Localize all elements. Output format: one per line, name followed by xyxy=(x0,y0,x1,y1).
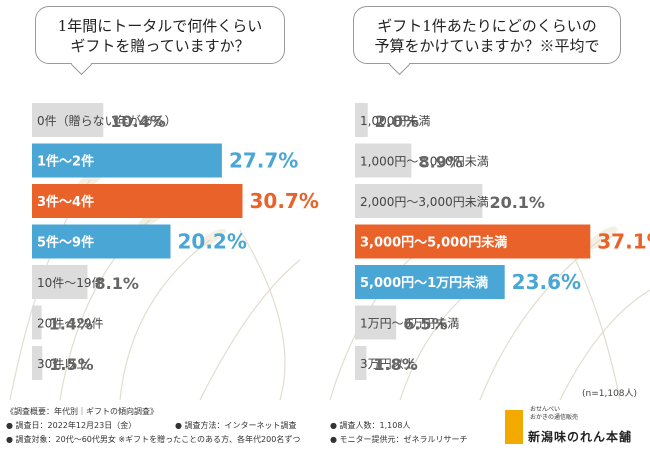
value-label: 10.4% xyxy=(110,112,166,131)
right-chart-panel: ギフト1件あたりにどのくらいの 予算をかけていますか？※平均で 1,000円未満… xyxy=(325,0,650,400)
bar xyxy=(355,305,397,340)
bar xyxy=(32,265,88,299)
category-label: 30件以上 xyxy=(37,357,88,371)
left-chart-panel: 1年間にトータルで何件くらい ギフトを贈っていますか？ 0件（贈らない年がある）… xyxy=(0,0,325,400)
category-label: 2,000円〜3,000円未満 xyxy=(360,195,489,209)
survey-count: ● 調査人数：1,108人 xyxy=(330,421,411,430)
survey-target: ● 調査対象：20代〜60代男女 ※ギフトを贈ったことのある方、各年代200名ず… xyxy=(6,435,301,444)
survey-footer: 《調査概要：年代別｜ギフトの傾向調査》 ● 調査日：2022年12月23日（金）… xyxy=(0,403,650,450)
bar xyxy=(355,265,505,299)
bar xyxy=(355,346,367,380)
value-label: 20.1% xyxy=(489,193,545,212)
category-label: 3件〜4件 xyxy=(37,194,94,210)
bar xyxy=(32,103,104,137)
category-label: 10件〜19件 xyxy=(37,276,104,290)
survey-date: ● 調査日：2022年12月23日（金） xyxy=(6,421,137,430)
category-label: 3万円以上 xyxy=(360,357,416,371)
category-label: 1万円〜3万円未満 xyxy=(360,317,459,331)
value-label: 1.5% xyxy=(49,355,93,374)
category-label: 3,000円〜5,000円未満 xyxy=(360,235,507,251)
survey-method: ● 調査方法：インターネット調査 xyxy=(175,421,297,430)
category-label: 5件〜9件 xyxy=(37,235,94,251)
category-label: 5,000円〜1万円未満 xyxy=(360,275,488,291)
bar xyxy=(32,184,243,218)
bar xyxy=(32,224,171,259)
bar xyxy=(355,184,483,218)
value-label: 37.1% xyxy=(597,230,650,254)
survey-title: 《調査概要：年代別｜ギフトの傾向調査》 xyxy=(6,407,158,416)
left-bar-chart: 0件（贈らない年がある）10.4% 1件〜2件 27.7% 3件〜4件 30.7% 5件〜… xyxy=(32,103,319,380)
category-label: 1,000円〜2,000円未満 xyxy=(360,155,489,169)
right-question-bubble: ギフト1件あたりにどのくらいの 予算をかけていますか？※平均で xyxy=(353,6,621,76)
survey-monitor: ● モニター提供元：ゼネラルリサーチ xyxy=(330,435,468,444)
right-question-text: ギフト1件あたりにどのくらいの 予算をかけていますか？※平均で xyxy=(374,17,600,55)
brand-logo-mark xyxy=(505,410,523,444)
bar xyxy=(355,143,412,178)
category-label: 20件〜29件 xyxy=(37,317,104,331)
value-label: 1.4% xyxy=(49,315,93,334)
value-label: 8.9% xyxy=(418,153,462,172)
left-question-text: 1年間にトータルで何件くらい ギフトを贈っていますか？ xyxy=(57,17,263,55)
value-label: 1.8% xyxy=(373,355,417,374)
value-label: 6.5% xyxy=(403,315,447,334)
value-label: 23.6% xyxy=(512,270,581,294)
brand-name: 新潟味のれん本舗 xyxy=(528,430,633,444)
value-label: 20.2% xyxy=(178,230,247,254)
category-label: 0件（贈らない年がある） xyxy=(37,113,177,128)
value-label: 8.1% xyxy=(95,274,139,293)
value-label: 27.7% xyxy=(229,149,298,173)
brand-tagline: おせんべい おかきの通信販売 xyxy=(530,406,579,421)
category-label: 1,000円未満 xyxy=(360,114,430,128)
bar xyxy=(355,224,591,259)
value-label: 2.0% xyxy=(375,112,419,131)
bar xyxy=(355,103,368,137)
bar xyxy=(32,305,42,340)
value-label: 30.7% xyxy=(250,189,319,213)
sample-size-note: (n=1,108人) xyxy=(582,389,638,399)
bar xyxy=(32,346,43,380)
left-question-bubble: 1年間にトータルで何件くらい ギフトを贈っていますか？ xyxy=(35,6,285,76)
category-label: 1件〜2件 xyxy=(37,154,94,170)
bar xyxy=(32,143,222,178)
